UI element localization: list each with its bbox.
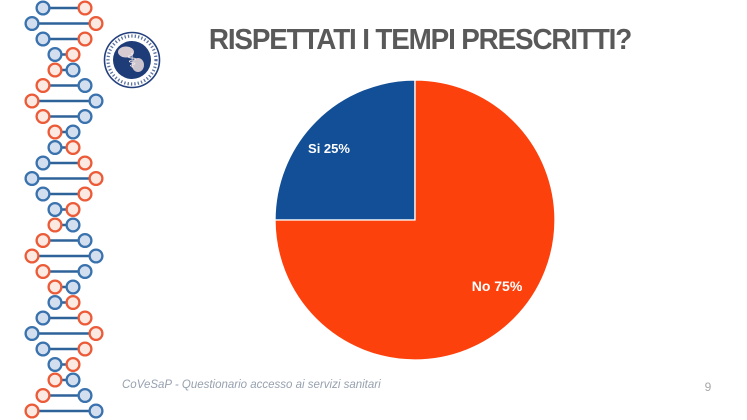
- dna-node-orange: [88, 170, 104, 187]
- pie-chart: [274, 79, 556, 361]
- dna-node-blue: [35, 155, 51, 171]
- dna-node-orange: [24, 403, 40, 419]
- dna-node-orange: [77, 31, 93, 47]
- dna-node-orange: [65, 294, 81, 311]
- dna-node-blue: [65, 62, 81, 78]
- dna-node-blue: [77, 77, 93, 94]
- dna-node-blue: [88, 248, 104, 264]
- dna-node-orange: [77, 341, 93, 357]
- dna-node-orange: [47, 372, 63, 388]
- dna-node-blue: [47, 294, 63, 311]
- dna-node-blue: [47, 356, 63, 373]
- dna-node-blue: [24, 15, 40, 32]
- dna-node-orange: [77, 310, 93, 326]
- slide-page-number: 9: [704, 380, 712, 394]
- dna-node-blue: [65, 372, 81, 388]
- pie-slice-no: [274, 79, 556, 361]
- dna-node-orange: [65, 46, 81, 63]
- dna-node-orange: [65, 139, 81, 156]
- dna-node-blue: [35, 186, 51, 202]
- globe-caduceus-icon: ⚕: [103, 31, 161, 89]
- dna-node-blue: [77, 232, 93, 249]
- dna-node-orange: [88, 15, 104, 32]
- dna-node-blue: [24, 325, 40, 342]
- dna-node-blue: [65, 124, 81, 140]
- page-title: RISPETTATI I TEMPI PRESCRITTI?: [208, 24, 632, 56]
- dna-node-blue: [65, 279, 81, 295]
- dna-node-blue: [24, 170, 40, 187]
- dna-node-blue: [65, 217, 81, 233]
- dna-node-orange: [88, 325, 104, 342]
- dna-node-blue: [88, 93, 104, 109]
- dna-node-orange: [35, 77, 51, 94]
- dna-node-orange: [47, 217, 63, 233]
- dna-node-orange: [77, 155, 93, 171]
- dna-node-blue: [77, 263, 93, 280]
- dna-node-orange: [77, 186, 93, 202]
- dna-helix-decoration: [24, 0, 104, 419]
- dna-node-blue: [35, 0, 51, 16]
- organization-logo: ⚕: [103, 31, 161, 89]
- dna-node-blue: [77, 108, 93, 125]
- dna-node-orange: [65, 201, 81, 218]
- dna-node-orange: [47, 62, 63, 78]
- dna-node-blue: [47, 139, 63, 156]
- dna-node-blue: [35, 31, 51, 47]
- dna-node-blue: [35, 310, 51, 326]
- dna-node-orange: [65, 356, 81, 373]
- dna-node-blue: [77, 387, 93, 404]
- dna-node-orange: [24, 93, 40, 109]
- dna-node-orange: [77, 0, 93, 16]
- footer-caption: CoVeSaP - Questionario accesso ai serviz…: [122, 379, 381, 391]
- dna-node-orange: [35, 108, 51, 125]
- dna-node-orange: [47, 124, 63, 140]
- dna-node-orange: [35, 232, 51, 249]
- dna-node-orange: [35, 263, 51, 280]
- dna-node-blue: [47, 46, 63, 63]
- dna-node-orange: [47, 279, 63, 295]
- dna-node-blue: [35, 341, 51, 357]
- pie-slice-si: [274, 79, 416, 221]
- caduceus-icon: ⚕: [127, 51, 138, 73]
- dna-node-blue: [88, 403, 104, 419]
- dna-node-orange: [24, 248, 40, 264]
- dna-node-blue: [47, 201, 63, 218]
- dna-node-orange: [35, 387, 51, 404]
